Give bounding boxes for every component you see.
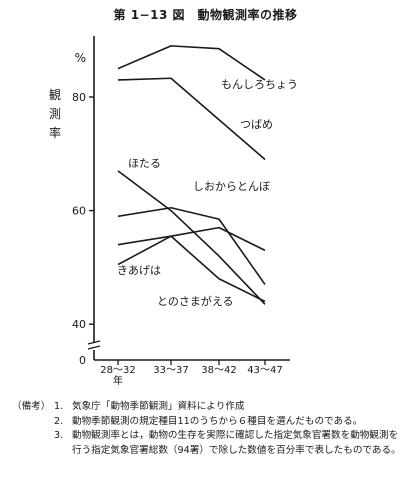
axis-break-mark — [87, 340, 101, 350]
series-label: きあげは — [117, 264, 161, 277]
y-axis-label-char: 観 — [48, 88, 61, 102]
y-axis-label: 観測率 — [48, 86, 62, 143]
y-axis-label-char: 率 — [48, 126, 61, 140]
y-unit-label: % — [75, 51, 86, 65]
y-tick-label: 40 — [72, 318, 86, 331]
x-tick-label: 43〜47 — [247, 365, 282, 376]
series-line — [117, 206, 266, 285]
y-tick-label-zero: 0 — [79, 354, 86, 367]
series-line — [117, 45, 266, 81]
x-unit-label: 年 — [113, 374, 123, 387]
series-label: もんしろちょう — [221, 78, 298, 91]
notes-heading: （備考） — [12, 401, 51, 412]
y-axis-label-char: 測 — [48, 107, 61, 121]
series-line — [117, 235, 266, 303]
note-text: 気象庁「動物季節観測」資料により作成 — [72, 401, 245, 412]
series-label: しおからとんぼ — [193, 180, 270, 193]
series-lines — [117, 45, 266, 305]
series-line — [117, 170, 266, 305]
series-label: ほたる — [128, 157, 161, 170]
series-label: つばめ — [240, 118, 273, 131]
chart-title: 第 1−13 図 動物観測率の推移 — [113, 8, 298, 22]
x-tick-label: 33〜37 — [153, 365, 188, 376]
series-line — [117, 226, 266, 252]
axes: 40 60 80 0% 28〜32 33〜37 38〜42 43〜47 年 — [72, 36, 290, 387]
y-tick-label: 80 — [72, 91, 86, 104]
y-tick-label: 60 — [72, 205, 86, 218]
note-text: 動物季節観測の規定種目11のうちから６種目を選んだものである。 — [72, 415, 363, 427]
series-label: とのさまがえる — [157, 294, 234, 308]
note-text: 動物観測率とは，動物の生存を実際に確認した指定気象官署数を動物観測を行う指定気象… — [72, 430, 401, 456]
series-line — [117, 77, 266, 161]
note-number: 3. — [54, 430, 64, 441]
line-chart: 40 60 80 0% 28〜32 33〜37 38〜42 43〜47 年 もんしろちょうつばめ… — [72, 36, 298, 387]
note-number: 2. — [54, 415, 64, 427]
x-tick-label: 38〜42 — [201, 365, 236, 376]
note-number: 1. — [54, 401, 64, 412]
x-tick-label: 28〜32 — [100, 365, 135, 376]
